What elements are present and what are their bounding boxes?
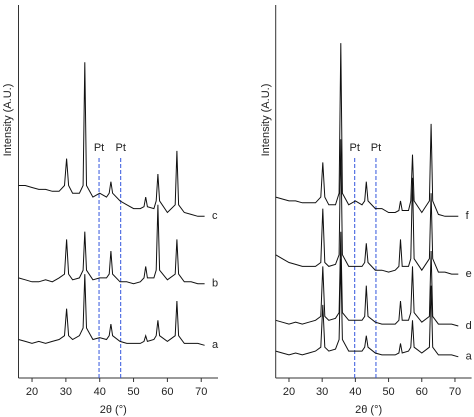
x-axis-title: 2θ (°) <box>100 404 127 416</box>
x-tick-label: 30 <box>60 386 72 398</box>
y-axis-title: Intensity (A.U.) <box>2 84 14 157</box>
series-line <box>275 139 459 275</box>
series-label: f <box>466 210 470 222</box>
series-label: e <box>466 268 472 280</box>
x-tick-label: 40 <box>349 386 361 398</box>
y-axis-title: Intensity (A.U.) <box>260 84 272 157</box>
series-label: d <box>466 320 472 332</box>
series-label: a <box>466 351 473 363</box>
series-label: c <box>212 210 218 222</box>
reference-label: Pt <box>371 142 381 154</box>
series-label: a <box>212 339 219 351</box>
x-tick-label: 50 <box>382 386 394 398</box>
x-tick-label: 70 <box>449 386 461 398</box>
series-label: b <box>212 278 218 290</box>
reference-label: Pt <box>94 142 104 154</box>
series-line <box>18 274 205 346</box>
x-tick-label: 20 <box>26 386 38 398</box>
series-line <box>18 62 205 217</box>
x-tick-label: 60 <box>416 386 428 398</box>
series-line <box>275 43 459 217</box>
x-tick-label: 40 <box>94 386 106 398</box>
series-line <box>18 204 205 285</box>
series-line <box>275 231 459 327</box>
series-line <box>275 258 459 358</box>
x-axis-title: 2θ (°) <box>355 404 382 416</box>
x-tick-label: 50 <box>127 386 139 398</box>
x-tick-label: 20 <box>283 386 295 398</box>
reference-label: Pt <box>350 142 360 154</box>
x-tick-label: 30 <box>316 386 328 398</box>
reference-label: Pt <box>115 142 125 154</box>
x-tick-label: 60 <box>161 386 173 398</box>
x-tick-label: 70 <box>195 386 207 398</box>
